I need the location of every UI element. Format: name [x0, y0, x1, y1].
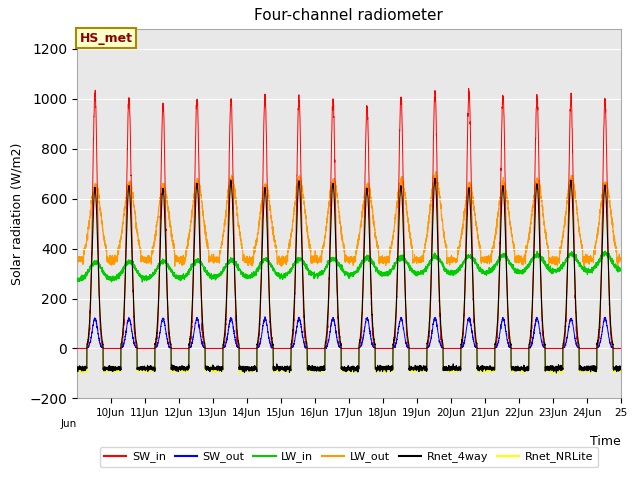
- Rnet_NRLite: [525, 367, 532, 372]
- Line: SW_out: SW_out: [77, 317, 621, 348]
- SW_out: [525, 345, 532, 351]
- Line: Rnet_4way: Rnet_4way: [77, 178, 621, 373]
- Rnet_NRLite: [186, 338, 193, 344]
- Title: Four-channel radiometer: Four-channel radiometer: [254, 9, 444, 24]
- LW_in: [186, 266, 193, 272]
- SW_out: [73, 346, 81, 351]
- Text: HS_met: HS_met: [79, 32, 132, 45]
- Rnet_NRLite: [398, 191, 406, 196]
- LW_out: [369, 216, 377, 221]
- Rnet_NRLite: [552, 371, 560, 376]
- SW_in: [525, 345, 532, 351]
- Rnet_NRLite: [617, 368, 625, 373]
- SW_in: [186, 344, 193, 349]
- LW_in: [601, 248, 609, 254]
- SW_out: [617, 346, 625, 351]
- SW_in: [617, 346, 625, 351]
- Rnet_4way: [525, 367, 532, 373]
- LW_out: [278, 264, 285, 269]
- Rnet_NRLite: [369, 324, 377, 330]
- LW_in: [73, 275, 81, 281]
- Rnet_4way: [539, 323, 547, 329]
- LW_in: [539, 257, 547, 263]
- Rnet_4way: [369, 324, 377, 330]
- LW_out: [539, 208, 547, 214]
- SW_in: [539, 331, 547, 336]
- SW_in: [369, 334, 377, 339]
- Rnet_4way: [398, 192, 406, 198]
- Rnet_4way: [73, 363, 81, 369]
- SW_out: [186, 345, 193, 350]
- SW_out: [261, 314, 269, 320]
- Rnet_NRLite: [498, 189, 506, 195]
- Line: Rnet_NRLite: Rnet_NRLite: [77, 174, 621, 373]
- Legend: SW_in, SW_out, LW_in, LW_out, Rnet_4way, Rnet_NRLite: SW_in, SW_out, LW_in, LW_out, Rnet_4way,…: [100, 447, 598, 467]
- SW_in: [498, 116, 506, 121]
- Rnet_NRLite: [73, 367, 81, 373]
- Text: Time: Time: [590, 435, 621, 448]
- Line: SW_in: SW_in: [77, 88, 621, 348]
- Rnet_NRLite: [539, 323, 547, 328]
- SW_in: [465, 85, 472, 91]
- LW_out: [617, 255, 625, 261]
- LW_out: [499, 184, 506, 190]
- SW_out: [498, 317, 506, 323]
- LW_out: [525, 232, 532, 238]
- Rnet_4way: [552, 370, 560, 376]
- LW_out: [432, 169, 440, 175]
- LW_in: [525, 264, 532, 270]
- LW_out: [186, 231, 193, 237]
- LW_in: [617, 267, 625, 273]
- LW_in: [369, 259, 377, 264]
- LW_out: [73, 253, 81, 259]
- Rnet_4way: [186, 339, 193, 345]
- LW_out: [398, 174, 406, 180]
- Y-axis label: Solar radiation (W/m2): Solar radiation (W/m2): [11, 143, 24, 285]
- SW_in: [398, 116, 406, 122]
- Rnet_NRLite: [431, 171, 439, 177]
- Text: Jun: Jun: [60, 419, 77, 429]
- LW_in: [138, 279, 146, 285]
- LW_in: [398, 256, 406, 262]
- Rnet_4way: [617, 366, 625, 372]
- Rnet_4way: [498, 192, 506, 198]
- SW_in: [73, 346, 81, 351]
- SW_out: [369, 342, 377, 348]
- LW_in: [498, 252, 506, 258]
- Line: LW_in: LW_in: [77, 251, 621, 282]
- Line: LW_out: LW_out: [77, 172, 621, 266]
- Rnet_4way: [431, 175, 439, 181]
- SW_out: [539, 342, 547, 348]
- SW_out: [398, 318, 406, 324]
